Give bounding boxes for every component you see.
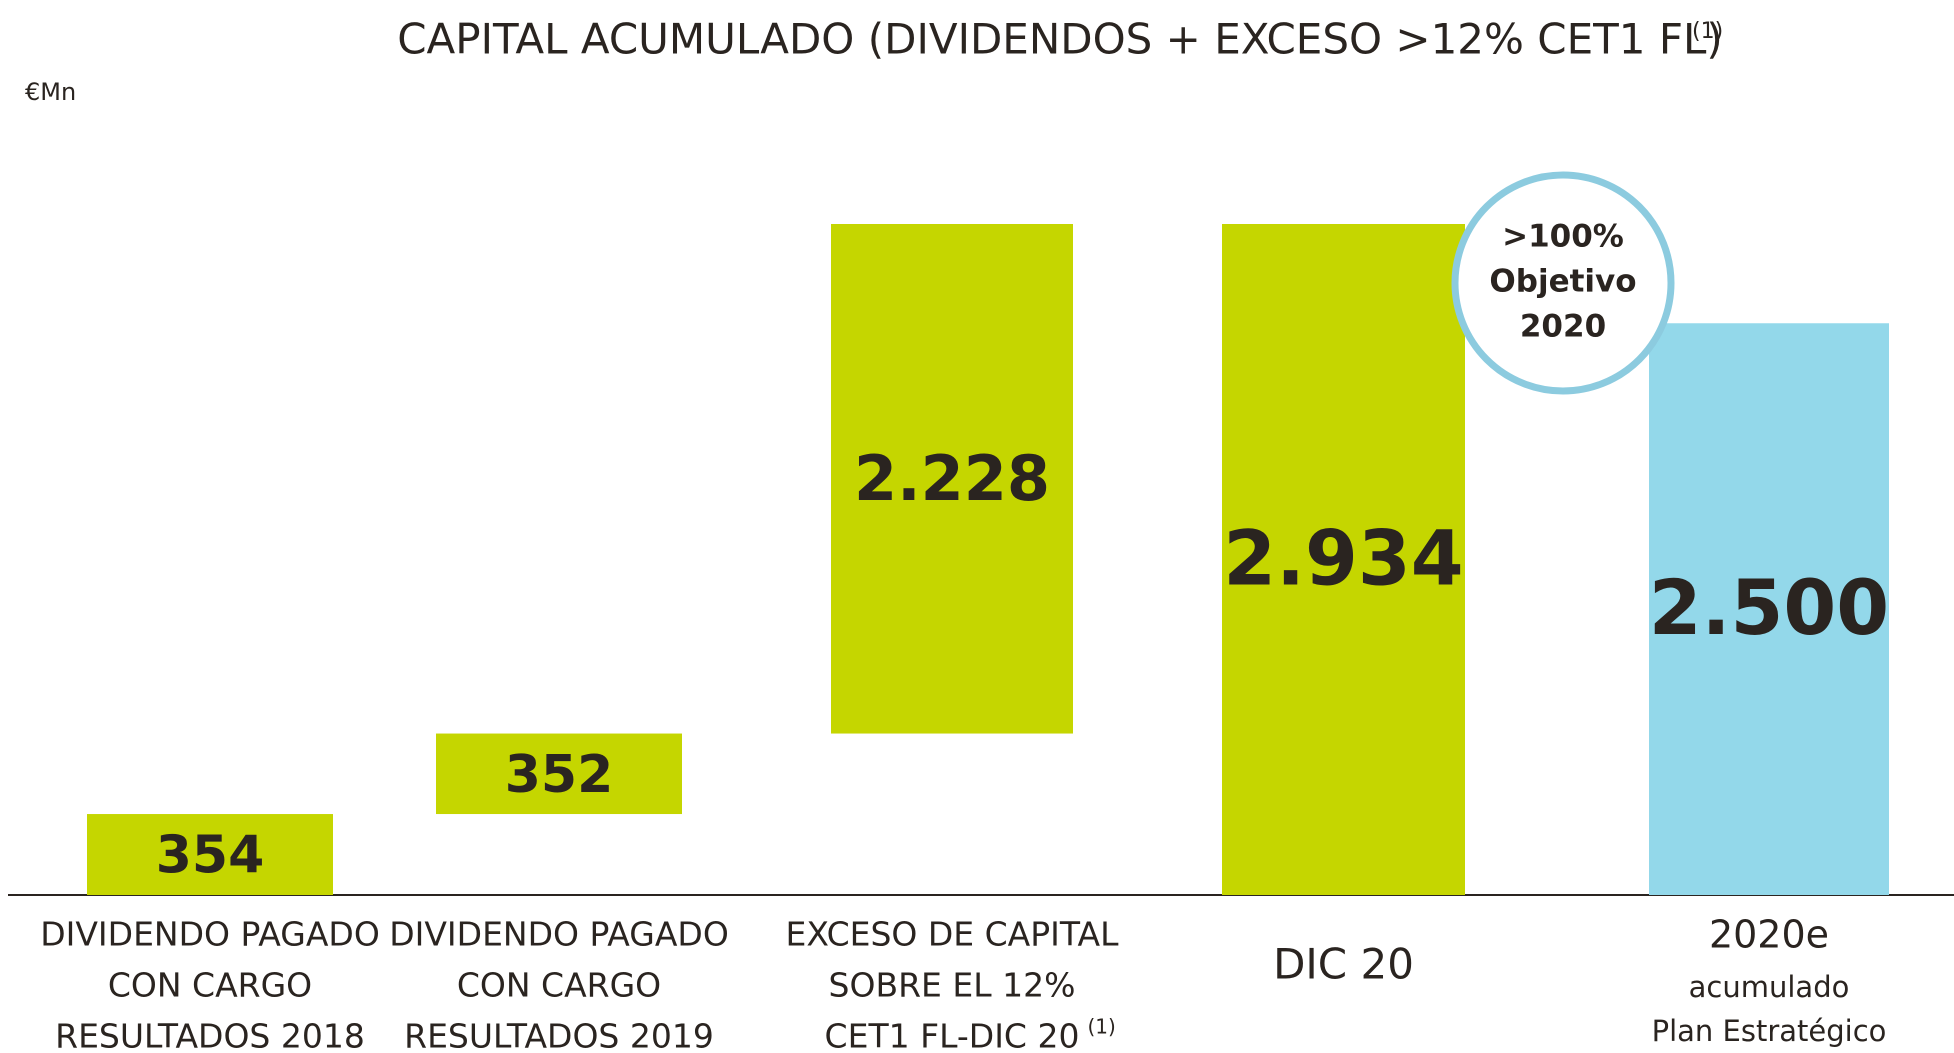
unit-label: €Mn bbox=[25, 78, 76, 106]
value-label: 2.500 bbox=[1649, 563, 1889, 652]
bar bbox=[1222, 224, 1465, 895]
x-tick-label: DIVIDENDO PAGADO bbox=[389, 915, 729, 954]
x-tick-label: 2020e bbox=[1709, 913, 1829, 957]
x-tick-label: DIVIDENDO PAGADO bbox=[40, 915, 380, 954]
title-note: (1) bbox=[1692, 19, 1723, 44]
chart-title: CAPITAL ACUMULADO (DIVIDENDOS + EXCESO >… bbox=[397, 15, 1723, 64]
annotation: >100% bbox=[1502, 219, 1624, 255]
category-note: (1) bbox=[1087, 1015, 1115, 1039]
bar bbox=[1649, 323, 1889, 895]
x-tick-label: SOBRE EL 12% bbox=[829, 966, 1076, 1005]
value-label: 2.228 bbox=[854, 442, 1050, 515]
value-label: 352 bbox=[505, 745, 614, 805]
x-tick-label: EXCESO DE CAPITAL bbox=[786, 915, 1120, 954]
x-tick-label: CON CARGO bbox=[108, 966, 312, 1005]
bar bbox=[436, 733, 682, 815]
x-tick-label: DIC 20 bbox=[1273, 940, 1414, 989]
annotation: Objetivo bbox=[1489, 264, 1636, 300]
x-tick-label: Plan Estratégico bbox=[1652, 1014, 1887, 1048]
x-tick-label: RESULTADOS 2018 bbox=[55, 1017, 365, 1053]
x-tick-label: acumulado bbox=[1689, 970, 1850, 1004]
value-label: 2.934 bbox=[1223, 513, 1463, 602]
annotation: 2020 bbox=[1520, 309, 1606, 345]
x-tick-label: CET1 FL-DIC 20 bbox=[825, 1017, 1080, 1053]
bar bbox=[87, 814, 333, 895]
x-tick-label: CON CARGO bbox=[457, 966, 661, 1005]
bar bbox=[831, 224, 1073, 734]
value-label: 354 bbox=[156, 826, 265, 886]
x-tick-label: RESULTADOS 2019 bbox=[404, 1017, 714, 1053]
badge bbox=[1451, 171, 1675, 395]
